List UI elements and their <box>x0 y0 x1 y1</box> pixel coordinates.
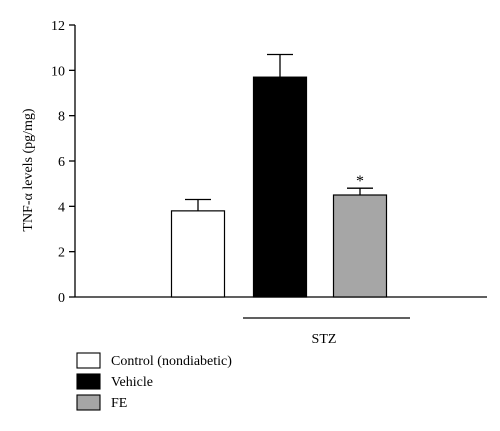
bars: * <box>170 53 388 298</box>
legend: Control (nondiabetic) Vehicle FE <box>76 352 232 411</box>
group-bracket: STZ <box>243 317 410 347</box>
bar-2 <box>252 76 308 298</box>
significance-marker: * <box>356 173 364 190</box>
legend-label: Control (nondiabetic) <box>111 354 232 369</box>
bar-1 <box>170 210 226 298</box>
y-tick-label: 8 <box>58 110 65 125</box>
y-tick-label: 12 <box>51 19 65 34</box>
y-axis: 0 2 4 6 8 10 12 <box>51 19 76 306</box>
legend-label: Vehicle <box>111 375 153 390</box>
y-axis-label: TNF-α levels (pg/mg) <box>21 108 36 232</box>
legend-label: FE <box>111 396 127 411</box>
y-tick-label: 6 <box>58 155 65 170</box>
y-tick-label: 0 <box>58 291 65 306</box>
bar-3 <box>332 194 388 298</box>
y-tick-label: 4 <box>58 200 65 215</box>
legend-swatch <box>76 352 101 369</box>
y-tick-label: 10 <box>51 64 65 79</box>
legend-swatch <box>76 373 101 390</box>
group-label: STZ <box>312 332 337 347</box>
y-tick-label: 2 <box>58 246 65 261</box>
legend-swatch <box>76 394 101 411</box>
